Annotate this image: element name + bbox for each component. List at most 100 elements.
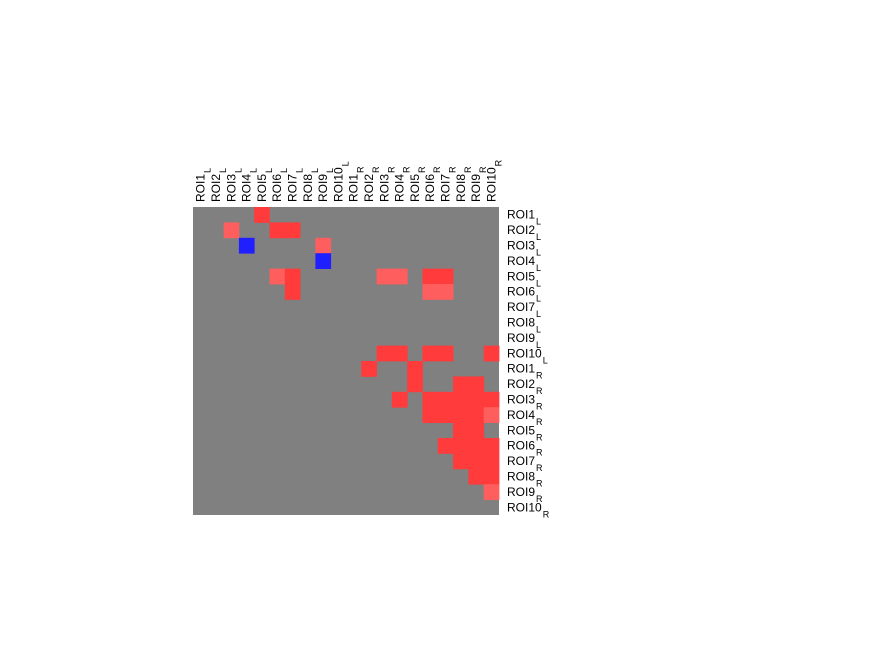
column-label-subscript: R [371, 166, 381, 173]
heatmap-cell [422, 407, 439, 423]
column-labels: ROI1LROI2LROI3LROI4LROI5LROI6LROI7LROI8L… [194, 159, 504, 202]
row-label-text: ROI3 [507, 239, 535, 253]
row-label-subscript: R [536, 432, 543, 442]
column-label-text: ROI8 [301, 174, 315, 202]
row-label-subscript: L [536, 217, 541, 227]
column-label-text: ROI9 [469, 174, 483, 202]
column-label-text: ROI6 [423, 174, 437, 202]
row-label: ROI8 R [507, 470, 543, 489]
heatmap-cell [453, 453, 469, 470]
column-label-text: ROI6 [270, 174, 284, 202]
column-label-subscript: R [463, 166, 473, 173]
row-label-text: ROI8 [507, 316, 535, 330]
heatmap-cell [453, 422, 469, 439]
heatmap-cell [422, 268, 439, 285]
heatmap-cell [376, 268, 393, 285]
column-label-text: ROI5 [408, 174, 422, 202]
row-label: ROI5 R [507, 423, 543, 442]
row-label: ROI6 R [507, 439, 543, 458]
column-label-text: ROI4 [393, 174, 407, 202]
heatmap-cell [391, 345, 408, 362]
row-label: ROI9 L [507, 331, 541, 350]
column-label-subscript: R [417, 166, 427, 173]
heatmap-cell [315, 237, 332, 254]
column-label-subscript: R [493, 159, 503, 166]
row-label-subscript: L [543, 355, 548, 365]
row-label-text: ROI10 [507, 346, 542, 360]
heatmap-cell [437, 391, 454, 408]
column-label-subscript: L [203, 168, 213, 173]
heatmap-cell [483, 345, 500, 362]
row-label-subscript: L [536, 263, 541, 273]
heatmap-cell [483, 407, 500, 423]
heatmap-cell [407, 361, 423, 377]
heatmap-cell [437, 345, 454, 362]
row-label: ROI7 L [507, 300, 541, 319]
heatmap-cell [437, 268, 454, 285]
column-label-text: ROI4 [240, 174, 254, 202]
column-label-subscript: R [356, 166, 366, 173]
heatmap-cell [254, 207, 270, 223]
column-label-subscript: R [478, 166, 488, 173]
heatmap-cell [437, 284, 454, 300]
column-label-subscript: L [340, 161, 350, 166]
heatmap-cell [468, 422, 485, 439]
row-label-subscript: L [536, 294, 541, 304]
heatmap-cell [422, 284, 439, 300]
row-label-subscript: L [536, 309, 541, 319]
row-label: ROI2 R [507, 377, 543, 396]
heatmap-cell [468, 453, 485, 470]
heatmap-cell [391, 268, 408, 285]
column-label-text: ROI7 [285, 174, 299, 202]
row-label-text: ROI2 [507, 223, 535, 237]
row-label-text: ROI3 [507, 393, 535, 407]
heatmap-cell [437, 438, 454, 454]
column-label-text: ROI1 [347, 174, 361, 202]
row-label-text: ROI4 [507, 254, 535, 268]
heatmap-cell [453, 376, 469, 393]
row-label-subscript: R [536, 479, 543, 489]
heatmap-cell [468, 438, 485, 454]
row-label-subscript: R [536, 402, 543, 412]
row-label-subscript: R [536, 463, 543, 473]
heatmap-cell [483, 391, 500, 408]
row-label: ROI10 L [507, 346, 548, 365]
heatmap-cells [223, 207, 500, 500]
row-label-subscript: R [536, 494, 543, 504]
heatmap-cell [269, 268, 286, 285]
column-label-subscript: L [279, 168, 289, 173]
row-label: ROI2 L [507, 223, 541, 242]
heatmap-cell [407, 376, 423, 393]
row-label-subscript: R [536, 371, 543, 381]
row-label-text: ROI9 [507, 485, 535, 499]
column-label-subscript: R [447, 166, 457, 173]
column-label-subscript: R [432, 166, 442, 173]
row-label-subscript: L [536, 232, 541, 242]
column-label-subscript: R [402, 166, 412, 173]
heatmap-cell [453, 407, 469, 423]
row-label-text: ROI9 [507, 331, 535, 345]
heatmap-cell [238, 237, 255, 254]
row-label: ROI3 R [507, 393, 543, 412]
row-label-text: ROI1 [507, 208, 535, 222]
row-label-text: ROI6 [507, 439, 535, 453]
heatmap-cell [376, 345, 393, 362]
column-label-subscript: L [249, 168, 259, 173]
row-label: ROI6 L [507, 285, 541, 304]
heatmap-cell [284, 268, 301, 285]
